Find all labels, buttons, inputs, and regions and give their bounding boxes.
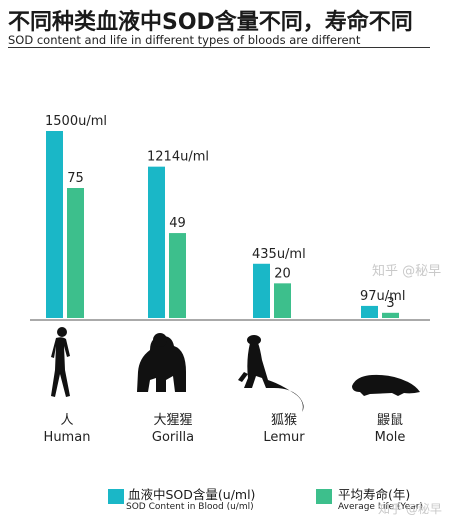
bar-sod-lemur: [253, 263, 270, 318]
category-label-cn-lemur: 狐猴: [271, 413, 297, 428]
category-label-en-mole: Mole: [375, 430, 406, 445]
bar-life-lemur: [274, 283, 291, 318]
watermark-top: 知乎 @秘早: [372, 264, 442, 279]
bar-life-human: [67, 188, 84, 318]
mole-silhouette-icon: [352, 374, 420, 396]
value-label-life-human: 75: [67, 171, 84, 186]
value-label-sod-lemur: 435u/ml: [252, 247, 306, 262]
category-label-cn-gorilla: 大猩猩: [153, 413, 192, 428]
chart-title: 不同种类血液中SOD含量不同，寿命不同: [8, 10, 413, 35]
bar-life-gorilla: [169, 233, 186, 318]
category-label-en-lemur: Lemur: [263, 430, 305, 445]
gorilla-silhouette-icon: [137, 333, 186, 392]
legend-label-life-en: Average Life (Year): [338, 502, 423, 512]
value-labels-group: 1500u/ml 75 1214u/ml 49 435u/ml 20 97u/ml3: [45, 114, 405, 311]
title-divider: [8, 47, 430, 48]
value-label-sod-gorilla: 1214u/ml: [147, 150, 209, 165]
category-label-en-human: Human: [44, 430, 91, 445]
legend-swatch-life: [316, 489, 332, 504]
value-label-life-mole: 3: [386, 296, 394, 311]
lemur-silhouette-icon: [238, 335, 304, 412]
category-label-en-gorilla: Gorilla: [152, 430, 194, 445]
category-label-cn-mole: 鼹鼠: [377, 413, 403, 428]
category-label-cn-human: 人: [60, 413, 73, 428]
legend-swatch-sod: [108, 489, 124, 504]
bar-sod-mole: [361, 305, 378, 318]
watermark-bottom: 知乎 @秘早: [378, 502, 442, 516]
legend-label-sod-en: SOD Content in Blood (u/ml): [126, 502, 254, 512]
value-label-sod-human: 1500u/ml: [45, 114, 107, 129]
bar-sod-gorilla: [148, 166, 165, 318]
bar-sod-human: [46, 131, 63, 318]
legend-label-life: 平均寿命(年): [338, 487, 411, 502]
category-labels-group: 人 Human 大猩猩 Gorilla 狐猴 Lemur 鼹鼠 Mole: [44, 413, 406, 445]
human-silhouette-icon: [51, 327, 70, 397]
chart-subtitle: SOD content and life in different types …: [8, 33, 361, 47]
legend-label-sod: 血液中SOD含量(u/ml): [128, 487, 256, 502]
value-label-life-gorilla: 49: [169, 216, 186, 231]
bars-group: [46, 131, 399, 318]
bar-life-mole: [382, 312, 399, 318]
value-label-life-lemur: 20: [274, 266, 291, 281]
value-label-sod-mole: 97u/ml: [360, 289, 405, 304]
